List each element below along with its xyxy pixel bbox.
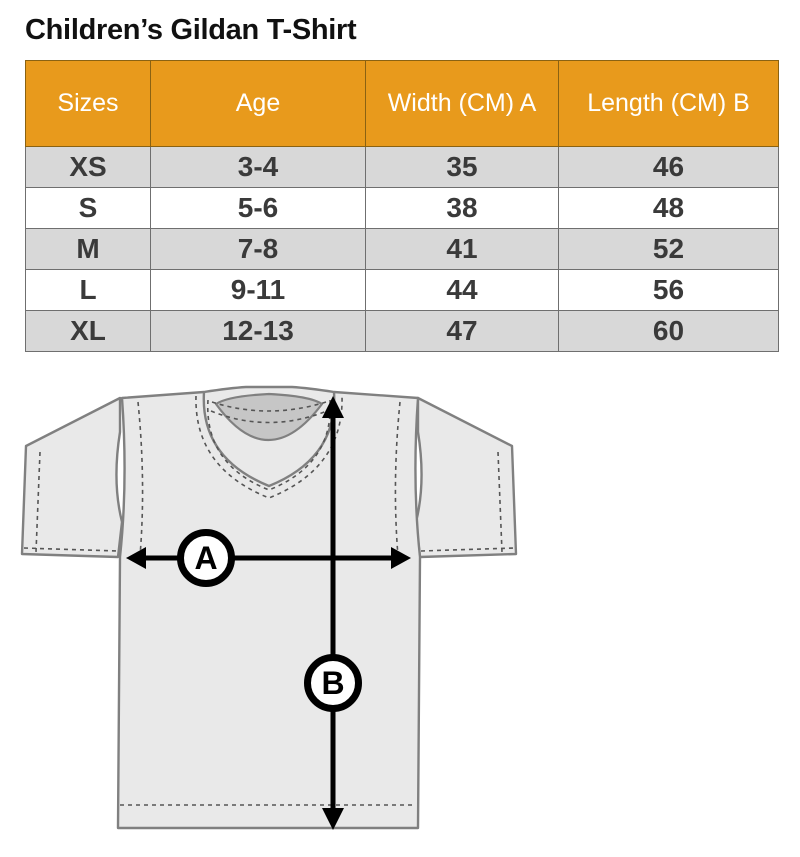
size-chart-table: Sizes Age Width (CM) A Length (CM) B XS … xyxy=(25,60,779,352)
cell-size: S xyxy=(25,187,151,229)
collar-band-icon xyxy=(202,391,336,488)
right-armhole-dashes xyxy=(394,401,401,557)
cell-age: 5-6 xyxy=(150,187,366,229)
cell-length: 48 xyxy=(558,187,779,229)
column-header-length: Length (CM) B xyxy=(558,60,779,147)
cell-age: 9-11 xyxy=(150,269,366,311)
column-header-age: Age xyxy=(150,60,366,147)
length-marker-badge: B xyxy=(304,654,362,712)
table-row: L 9-11 44 56 xyxy=(25,269,779,311)
collar-stitch-arc-mid xyxy=(210,410,328,424)
cell-age: 3-4 xyxy=(150,146,366,188)
collar-inner-icon xyxy=(214,392,324,441)
cell-width: 38 xyxy=(365,187,559,229)
cell-width: 35 xyxy=(365,146,559,188)
cell-size: L xyxy=(25,269,151,311)
tshirt-diagram xyxy=(20,385,518,830)
table-row: XS 3-4 35 46 xyxy=(25,146,779,188)
length-measure-arrow xyxy=(322,396,344,830)
table-row: XL 12-13 47 60 xyxy=(25,310,779,352)
collar-stitch-arc-outer xyxy=(195,395,343,499)
cell-length: 46 xyxy=(558,146,779,188)
left-sleeve-seam-dashes xyxy=(35,451,41,553)
cell-width: 47 xyxy=(365,310,559,352)
left-armhole-dashes xyxy=(137,401,144,557)
cell-length: 52 xyxy=(558,228,779,270)
width-marker-badge: A xyxy=(177,529,235,587)
cell-size: M xyxy=(25,228,151,270)
right-sleeve-seam-dashes xyxy=(497,451,503,553)
cell-size: XS xyxy=(25,146,151,188)
shirt-body-icon xyxy=(116,385,422,830)
collar-stitch-arc-inner xyxy=(207,399,331,491)
table-header-row: Sizes Age Width (CM) A Length (CM) B xyxy=(25,60,779,147)
right-sleeve-icon xyxy=(414,396,518,559)
column-header-width: Width (CM) A xyxy=(365,60,559,147)
cell-width: 41 xyxy=(365,228,559,270)
cell-age: 12-13 xyxy=(150,310,366,352)
table-row: S 5-6 38 48 xyxy=(25,187,779,229)
column-header-sizes: Sizes xyxy=(25,60,151,147)
cell-age: 7-8 xyxy=(150,228,366,270)
cell-size: XL xyxy=(25,310,151,352)
table-row: M 7-8 41 52 xyxy=(25,228,779,270)
cell-length: 56 xyxy=(558,269,779,311)
collar-stitch-arc-top xyxy=(211,401,327,412)
page-title: Children’s Gildan T-Shirt xyxy=(25,14,357,46)
cell-width: 44 xyxy=(365,269,559,311)
cell-length: 60 xyxy=(558,310,779,352)
left-sleeve-icon xyxy=(20,396,124,559)
